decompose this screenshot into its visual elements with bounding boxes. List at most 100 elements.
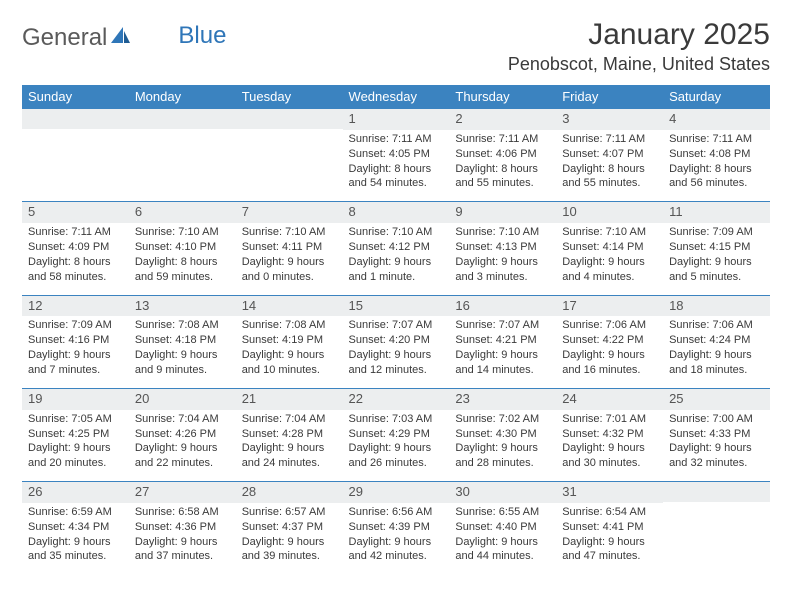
sunset-text: Sunset: 4:24 PM — [669, 333, 764, 348]
weekday-header: Monday — [129, 85, 236, 109]
sunset-text: Sunset: 4:30 PM — [455, 427, 550, 442]
day-number: 30 — [449, 482, 556, 503]
day-cell: 22Sunrise: 7:03 AMSunset: 4:29 PMDayligh… — [343, 388, 450, 481]
sunrise-text: Sunrise: 7:01 AM — [562, 412, 657, 427]
day-cell: 11Sunrise: 7:09 AMSunset: 4:15 PMDayligh… — [663, 202, 770, 295]
title-block: January 2025 Penobscot, Maine, United St… — [508, 18, 770, 75]
sunrise-text: Sunrise: 7:11 AM — [28, 225, 123, 240]
daylight-text: Daylight: 9 hours and 12 minutes. — [349, 348, 444, 378]
day-number — [129, 109, 236, 129]
day-details: Sunrise: 7:11 AMSunset: 4:06 PMDaylight:… — [449, 130, 556, 201]
week-row: 1Sunrise: 7:11 AMSunset: 4:05 PMDaylight… — [22, 109, 770, 202]
daylight-text: Daylight: 9 hours and 3 minutes. — [455, 255, 550, 285]
brand-general: General — [22, 24, 107, 52]
sunrise-text: Sunrise: 7:11 AM — [349, 132, 444, 147]
sunrise-text: Sunrise: 6:56 AM — [349, 505, 444, 520]
daylight-text: Daylight: 8 hours and 56 minutes. — [669, 162, 764, 192]
sunrise-text: Sunrise: 7:07 AM — [455, 318, 550, 333]
sunrise-text: Sunrise: 7:10 AM — [135, 225, 230, 240]
day-number: 20 — [129, 389, 236, 410]
daylight-text: Daylight: 8 hours and 55 minutes. — [562, 162, 657, 192]
day-details: Sunrise: 7:08 AMSunset: 4:18 PMDaylight:… — [129, 316, 236, 387]
day-number: 9 — [449, 202, 556, 223]
sunset-text: Sunset: 4:20 PM — [349, 333, 444, 348]
sunrise-text: Sunrise: 6:58 AM — [135, 505, 230, 520]
sunset-text: Sunset: 4:33 PM — [669, 427, 764, 442]
calendar-header: Sunday Monday Tuesday Wednesday Thursday… — [22, 85, 770, 109]
sunset-text: Sunset: 4:05 PM — [349, 147, 444, 162]
day-number: 18 — [663, 296, 770, 317]
day-details: Sunrise: 7:11 AMSunset: 4:07 PMDaylight:… — [556, 130, 663, 201]
sunset-text: Sunset: 4:16 PM — [28, 333, 123, 348]
day-details: Sunrise: 7:10 AMSunset: 4:13 PMDaylight:… — [449, 223, 556, 294]
day-details: Sunrise: 6:56 AMSunset: 4:39 PMDaylight:… — [343, 503, 450, 574]
day-cell: 5Sunrise: 7:11 AMSunset: 4:09 PMDaylight… — [22, 202, 129, 295]
daylight-text: Daylight: 9 hours and 22 minutes. — [135, 441, 230, 471]
sunrise-text: Sunrise: 7:07 AM — [349, 318, 444, 333]
header: General Blue January 2025 Penobscot, Mai… — [22, 18, 770, 75]
sunset-text: Sunset: 4:15 PM — [669, 240, 764, 255]
day-number: 4 — [663, 109, 770, 130]
day-details: Sunrise: 6:58 AMSunset: 4:36 PMDaylight:… — [129, 503, 236, 574]
sunrise-text: Sunrise: 7:00 AM — [669, 412, 764, 427]
daylight-text: Daylight: 9 hours and 14 minutes. — [455, 348, 550, 378]
sunset-text: Sunset: 4:28 PM — [242, 427, 337, 442]
day-details: Sunrise: 7:08 AMSunset: 4:19 PMDaylight:… — [236, 316, 343, 387]
weekday-header: Saturday — [663, 85, 770, 109]
sunset-text: Sunset: 4:32 PM — [562, 427, 657, 442]
week-row: 19Sunrise: 7:05 AMSunset: 4:25 PMDayligh… — [22, 388, 770, 481]
day-details: Sunrise: 7:07 AMSunset: 4:20 PMDaylight:… — [343, 316, 450, 387]
daylight-text: Daylight: 9 hours and 20 minutes. — [28, 441, 123, 471]
day-details: Sunrise: 7:03 AMSunset: 4:29 PMDaylight:… — [343, 410, 450, 481]
day-cell: 20Sunrise: 7:04 AMSunset: 4:26 PMDayligh… — [129, 388, 236, 481]
sunset-text: Sunset: 4:34 PM — [28, 520, 123, 535]
day-details: Sunrise: 6:57 AMSunset: 4:37 PMDaylight:… — [236, 503, 343, 574]
sunrise-text: Sunrise: 7:10 AM — [455, 225, 550, 240]
sunrise-text: Sunrise: 7:06 AM — [669, 318, 764, 333]
daylight-text: Daylight: 9 hours and 39 minutes. — [242, 535, 337, 565]
day-details: Sunrise: 7:09 AMSunset: 4:15 PMDaylight:… — [663, 223, 770, 294]
day-details: Sunrise: 6:55 AMSunset: 4:40 PMDaylight:… — [449, 503, 556, 574]
day-number: 31 — [556, 482, 663, 503]
sunset-text: Sunset: 4:36 PM — [135, 520, 230, 535]
daylight-text: Daylight: 9 hours and 37 minutes. — [135, 535, 230, 565]
day-cell: 9Sunrise: 7:10 AMSunset: 4:13 PMDaylight… — [449, 202, 556, 295]
sunrise-text: Sunrise: 7:10 AM — [562, 225, 657, 240]
sail-icon — [110, 25, 132, 53]
day-cell: 28Sunrise: 6:57 AMSunset: 4:37 PMDayligh… — [236, 482, 343, 575]
day-cell: 4Sunrise: 7:11 AMSunset: 4:08 PMDaylight… — [663, 109, 770, 202]
day-cell: 23Sunrise: 7:02 AMSunset: 4:30 PMDayligh… — [449, 388, 556, 481]
day-details: Sunrise: 7:05 AMSunset: 4:25 PMDaylight:… — [22, 410, 129, 481]
daylight-text: Daylight: 9 hours and 42 minutes. — [349, 535, 444, 565]
day-number: 16 — [449, 296, 556, 317]
day-cell: 16Sunrise: 7:07 AMSunset: 4:21 PMDayligh… — [449, 295, 556, 388]
weekday-header: Thursday — [449, 85, 556, 109]
sunrise-text: Sunrise: 6:54 AM — [562, 505, 657, 520]
day-cell: 25Sunrise: 7:00 AMSunset: 4:33 PMDayligh… — [663, 388, 770, 481]
calendar-body: 1Sunrise: 7:11 AMSunset: 4:05 PMDaylight… — [22, 109, 770, 575]
sunset-text: Sunset: 4:09 PM — [28, 240, 123, 255]
day-number: 24 — [556, 389, 663, 410]
day-number: 26 — [22, 482, 129, 503]
sunrise-text: Sunrise: 7:02 AM — [455, 412, 550, 427]
day-number: 2 — [449, 109, 556, 130]
sunset-text: Sunset: 4:10 PM — [135, 240, 230, 255]
day-cell: 24Sunrise: 7:01 AMSunset: 4:32 PMDayligh… — [556, 388, 663, 481]
sunset-text: Sunset: 4:07 PM — [562, 147, 657, 162]
sunrise-text: Sunrise: 7:10 AM — [242, 225, 337, 240]
daylight-text: Daylight: 8 hours and 54 minutes. — [349, 162, 444, 192]
daylight-text: Daylight: 8 hours and 55 minutes. — [455, 162, 550, 192]
day-cell — [663, 482, 770, 575]
month-title: January 2025 — [508, 18, 770, 52]
day-details: Sunrise: 7:04 AMSunset: 4:26 PMDaylight:… — [129, 410, 236, 481]
sunrise-text: Sunrise: 7:11 AM — [669, 132, 764, 147]
day-cell: 2Sunrise: 7:11 AMSunset: 4:06 PMDaylight… — [449, 109, 556, 202]
day-cell: 1Sunrise: 7:11 AMSunset: 4:05 PMDaylight… — [343, 109, 450, 202]
sunrise-text: Sunrise: 7:08 AM — [135, 318, 230, 333]
daylight-text: Daylight: 9 hours and 9 minutes. — [135, 348, 230, 378]
weekday-header: Wednesday — [343, 85, 450, 109]
sunrise-text: Sunrise: 7:04 AM — [242, 412, 337, 427]
day-details: Sunrise: 7:04 AMSunset: 4:28 PMDaylight:… — [236, 410, 343, 481]
day-cell: 17Sunrise: 7:06 AMSunset: 4:22 PMDayligh… — [556, 295, 663, 388]
day-details — [663, 502, 770, 570]
